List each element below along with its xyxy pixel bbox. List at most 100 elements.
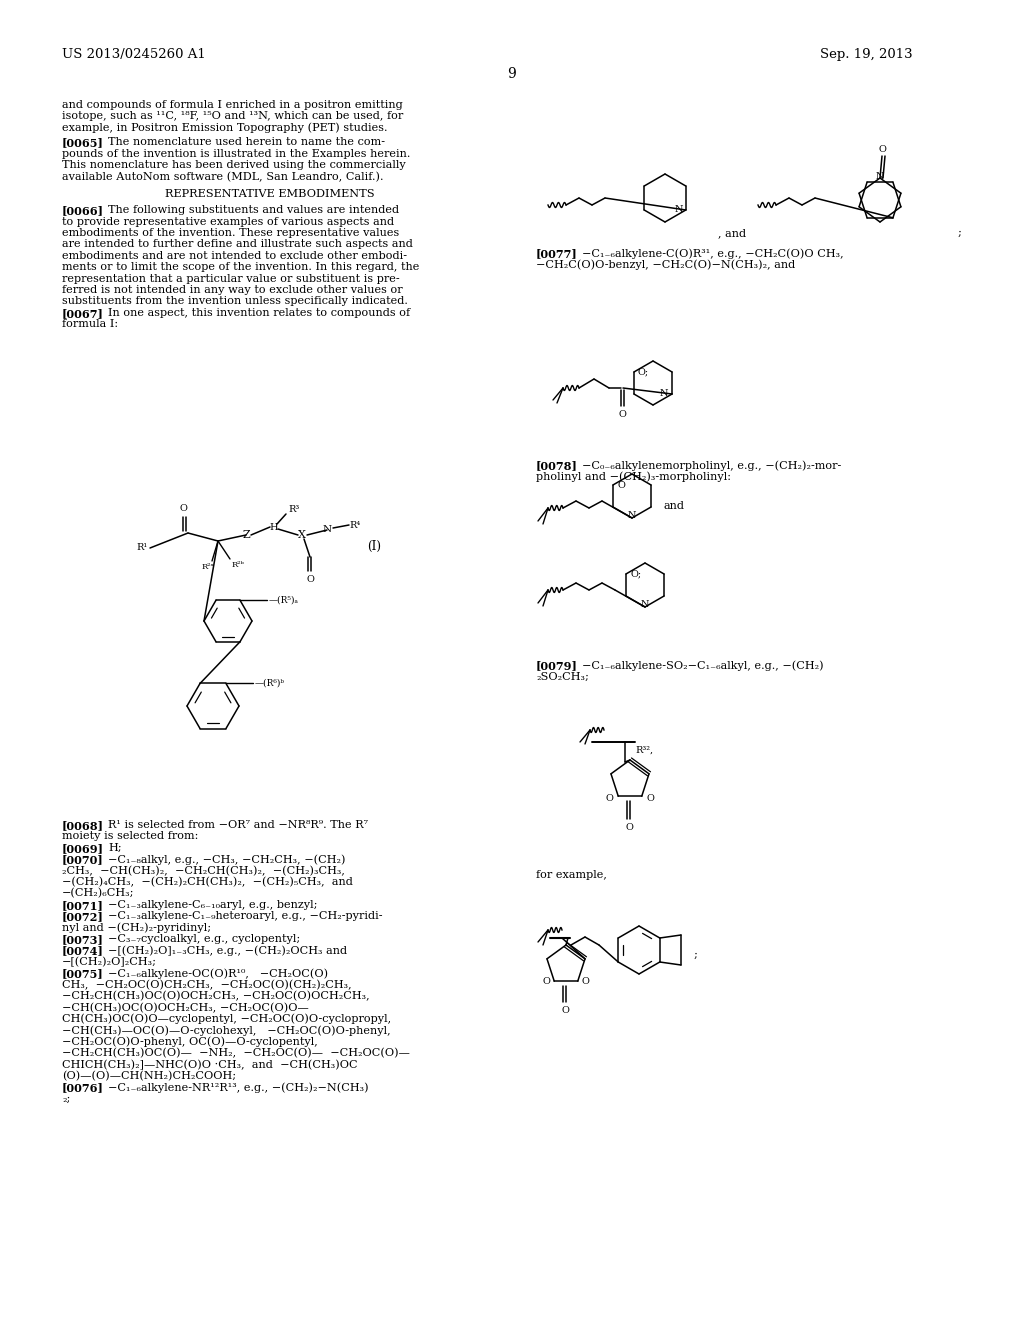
Text: moiety is selected from:: moiety is selected from: [62,832,199,841]
Text: Sep. 19, 2013: Sep. 19, 2013 [820,48,912,61]
Text: O;: O; [631,569,642,578]
Text: This nomenclature has been derived using the commercially: This nomenclature has been derived using… [62,160,406,170]
Text: example, in Positron Emission Topography (PET) studies.: example, in Positron Emission Topography… [62,123,387,133]
Text: formula I:: formula I: [62,319,118,329]
Text: −C₁₋₃alkylene-C₆₋₁₀aryl, e.g., benzyl;: −C₁₋₃alkylene-C₆₋₁₀aryl, e.g., benzyl; [108,900,317,909]
Text: ments or to limit the scope of the invention. In this regard, the: ments or to limit the scope of the inven… [62,263,420,272]
Text: −C₃₋₇cycloalkyl, e.g., cyclopentyl;: −C₃₋₇cycloalkyl, e.g., cyclopentyl; [108,935,300,944]
Text: O: O [543,977,550,986]
Text: N: N [628,511,636,520]
Text: [0075]: [0075] [62,968,103,979]
Text: [0074]: [0074] [62,945,103,957]
Text: The nomenclature used herein to name the com-: The nomenclature used herein to name the… [108,137,385,148]
Text: O: O [618,411,626,418]
Text: ₂;: ₂; [62,1093,71,1104]
Text: −C₁₋₆alkylene-SO₂−C₁₋₆alkyl, e.g., −(CH₂): −C₁₋₆alkylene-SO₂−C₁₋₆alkyl, e.g., −(CH₂… [582,660,823,671]
Text: N: N [641,601,649,609]
Text: R²ᵃ: R²ᵃ [202,564,214,572]
Text: ;: ; [694,950,698,960]
Text: Z: Z [243,531,250,540]
Text: O;: O; [638,367,649,376]
Text: US 2013/0245260 A1: US 2013/0245260 A1 [62,48,206,61]
Text: isotope, such as ¹¹C, ¹⁸F, ¹⁵O and ¹³N, which can be used, for: isotope, such as ¹¹C, ¹⁸F, ¹⁵O and ¹³N, … [62,111,403,121]
Text: −C₁₋₆alkylene-OC(O)R¹⁰,   −CH₂OC(O): −C₁₋₆alkylene-OC(O)R¹⁰, −CH₂OC(O) [108,968,328,978]
Text: O: O [306,576,314,583]
Text: H: H [269,523,279,532]
Text: —(R⁵)ₐ: —(R⁵)ₐ [269,595,299,605]
Text: ferred is not intended in any way to exclude other values or: ferred is not intended in any way to exc… [62,285,402,294]
Text: (I): (I) [367,540,381,553]
Text: N: N [659,389,668,399]
Text: are intended to further define and illustrate such aspects and: are intended to further define and illus… [62,239,413,249]
Text: R²ᵇ: R²ᵇ [232,561,245,569]
Text: [0069]: [0069] [62,842,104,854]
Text: O: O [605,793,613,803]
Text: O: O [625,824,633,832]
Text: In one aspect, this invention relates to compounds of: In one aspect, this invention relates to… [108,308,411,318]
Text: pholinyl and −(CH₂)₃-morpholinyl:: pholinyl and −(CH₂)₃-morpholinyl: [536,471,731,482]
Text: −C₁₋₈alkyl, e.g., −CH₃, −CH₂CH₃, −(CH₂): −C₁₋₈alkyl, e.g., −CH₃, −CH₂CH₃, −(CH₂) [108,854,345,865]
Text: −C₀₋₆alkylenemorpholinyl, e.g., −(CH₂)₂-mor-: −C₀₋₆alkylenemorpholinyl, e.g., −(CH₂)₂-… [582,459,842,470]
Text: [0067]: [0067] [62,308,103,319]
Text: (O)—(O)—CH(NH₂)CH₂COOH;: (O)—(O)—CH(NH₂)CH₂COOH; [62,1071,237,1081]
Text: The following substituents and values are intended: The following substituents and values ar… [108,205,399,215]
Text: ₂CH₃,  −CH(CH₃)₂,  −CH₂CH(CH₃)₂,  −(CH₂)₃CH₃,: ₂CH₃, −CH(CH₃)₂, −CH₂CH(CH₃)₂, −(CH₂)₃CH… [62,866,345,876]
Text: [0066]: [0066] [62,205,104,216]
Text: −CH(CH₃)OC(O)OCH₂CH₃, −CH₂OC(O)O—: −CH(CH₃)OC(O)OCH₂CH₃, −CH₂OC(O)O— [62,1002,309,1012]
Text: −C₁₋₆alkylene-C(O)R³¹, e.g., −CH₂C(O)O CH₃,: −C₁₋₆alkylene-C(O)R³¹, e.g., −CH₂C(O)O C… [582,248,844,259]
Text: 9: 9 [508,67,516,81]
Text: [0078]: [0078] [536,459,578,471]
Text: [0070]: [0070] [62,854,103,865]
Text: [0071]: [0071] [62,900,103,911]
Text: R⁴: R⁴ [349,520,360,529]
Text: , and: , and [718,228,746,238]
Text: −C₁₋₆alkylene-NR¹²R¹³, e.g., −(CH₂)₂−N(CH₃): −C₁₋₆alkylene-NR¹²R¹³, e.g., −(CH₂)₂−N(C… [108,1082,369,1093]
Text: −C₁₋₃alkylene-C₁₋₉heteroaryl, e.g., −CH₂-pyridi-: −C₁₋₃alkylene-C₁₋₉heteroaryl, e.g., −CH₂… [108,911,383,921]
Text: N: N [674,206,683,214]
Text: [0065]: [0065] [62,137,103,148]
Text: H;: H; [108,842,122,853]
Text: −(CH₂)₄CH₃,  −(CH₂)₂CH(CH₃)₂,  −(CH₂)₅CH₃,  and: −(CH₂)₄CH₃, −(CH₂)₂CH(CH₃)₂, −(CH₂)₅CH₃,… [62,876,353,887]
Text: −(CH₂)₆CH₃;: −(CH₂)₆CH₃; [62,888,134,899]
Text: embodiments and are not intended to exclude other embodi-: embodiments and are not intended to excl… [62,251,407,261]
Text: REPRESENTATIVE EMBODIMENTS: REPRESENTATIVE EMBODIMENTS [165,189,375,199]
Text: N: N [323,525,332,535]
Text: for example,: for example, [536,870,607,880]
Text: [0079]: [0079] [536,660,578,671]
Text: pounds of the invention is illustrated in the Examples herein.: pounds of the invention is illustrated i… [62,149,411,158]
Text: −[(CH₂)₂O]₂CH₃;: −[(CH₂)₂O]₂CH₃; [62,957,157,968]
Text: O: O [647,793,654,803]
Text: and compounds of formula I enriched in a positron emitting: and compounds of formula I enriched in a… [62,100,402,110]
Text: X: X [298,531,306,540]
Text: nyl and −(CH₂)₂-pyridinyl;: nyl and −(CH₂)₂-pyridinyl; [62,923,211,933]
Text: O: O [179,504,187,513]
Text: R³²,: R³², [635,746,653,755]
Text: −CH(CH₃)—OC(O)—O-cyclohexyl,   −CH₂OC(O)O-phenyl,: −CH(CH₃)—OC(O)—O-cyclohexyl, −CH₂OC(O)O-… [62,1026,390,1036]
Text: ₂SO₂CH₃;: ₂SO₂CH₃; [536,672,589,681]
Text: CH(CH₃)OC(O)O—cyclopentyl, −CH₂OC(O)O-cyclopropyl,: CH(CH₃)OC(O)O—cyclopentyl, −CH₂OC(O)O-cy… [62,1014,391,1024]
Text: and: and [664,502,685,511]
Text: O: O [582,977,590,986]
Text: N: N [876,172,885,181]
Text: [0068]: [0068] [62,820,104,832]
Text: [0073]: [0073] [62,935,103,945]
Text: −CH₂CH(CH₃)OC(O)—  −NH₂,  −CH₂OC(O)—  −CH₂OC(O)—: −CH₂CH(CH₃)OC(O)— −NH₂, −CH₂OC(O)— −CH₂O… [62,1048,410,1059]
Text: −CH₂C(O)O-benzyl, −CH₂C(O)−N(CH₃)₂, and: −CH₂C(O)O-benzyl, −CH₂C(O)−N(CH₃)₂, and [536,260,796,271]
Text: ;: ; [958,228,962,238]
Text: CHICH(CH₃)₂]—NHC(O)O ·CH₃,  and  −CH(CH₃)OC: CHICH(CH₃)₂]—NHC(O)O ·CH₃, and −CH(CH₃)O… [62,1060,357,1069]
Text: R³: R³ [288,504,299,513]
Text: substituents from the invention unless specifically indicated.: substituents from the invention unless s… [62,297,408,306]
Text: O: O [617,480,626,490]
Text: [0072]: [0072] [62,911,103,923]
Text: [0077]: [0077] [536,248,578,259]
Text: —(R⁶)ᵇ: —(R⁶)ᵇ [255,678,285,688]
Text: −CH₂OC(O)O-phenyl, OC(O)—O-cyclopentyl,: −CH₂OC(O)O-phenyl, OC(O)—O-cyclopentyl, [62,1036,317,1047]
Text: −CH₂CH(CH₃)OC(O)OCH₂CH₃, −CH₂OC(O)OCH₂CH₃,: −CH₂CH(CH₃)OC(O)OCH₂CH₃, −CH₂OC(O)OCH₂CH… [62,991,370,1002]
Text: [0076]: [0076] [62,1082,103,1093]
Text: representation that a particular value or substituent is pre-: representation that a particular value o… [62,273,399,284]
Text: R¹ is selected from −OR⁷ and −NR⁸R⁹. The R⁷: R¹ is selected from −OR⁷ and −NR⁸R⁹. The… [108,820,368,830]
Text: CH₃,  −CH₂OC(O)CH₂CH₃,  −CH₂OC(O)(CH₂)₂CH₃,: CH₃, −CH₂OC(O)CH₂CH₃, −CH₂OC(O)(CH₂)₂CH₃… [62,979,351,990]
Text: −[(CH₂)₂O]₁₋₃CH₃, e.g., −(CH₂)₂OCH₃ and: −[(CH₂)₂O]₁₋₃CH₃, e.g., −(CH₂)₂OCH₃ and [108,945,347,956]
Text: O: O [561,1006,569,1015]
Text: available AutoNom software (MDL, San Leandro, Calif.).: available AutoNom software (MDL, San Lea… [62,172,384,182]
